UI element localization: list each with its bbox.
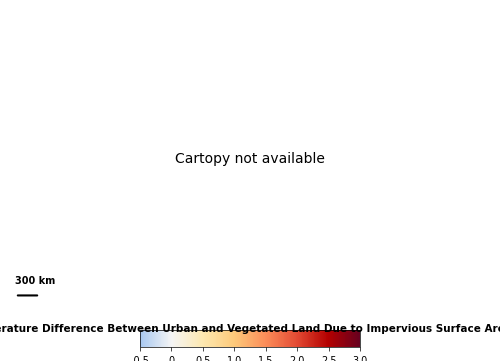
Text: Cartopy not available: Cartopy not available: [175, 152, 325, 166]
Text: Temperature Difference Between Urban and Vegetated Land Due to Impervious Surfac: Temperature Difference Between Urban and…: [0, 324, 500, 334]
Text: 300 km: 300 km: [15, 276, 55, 286]
